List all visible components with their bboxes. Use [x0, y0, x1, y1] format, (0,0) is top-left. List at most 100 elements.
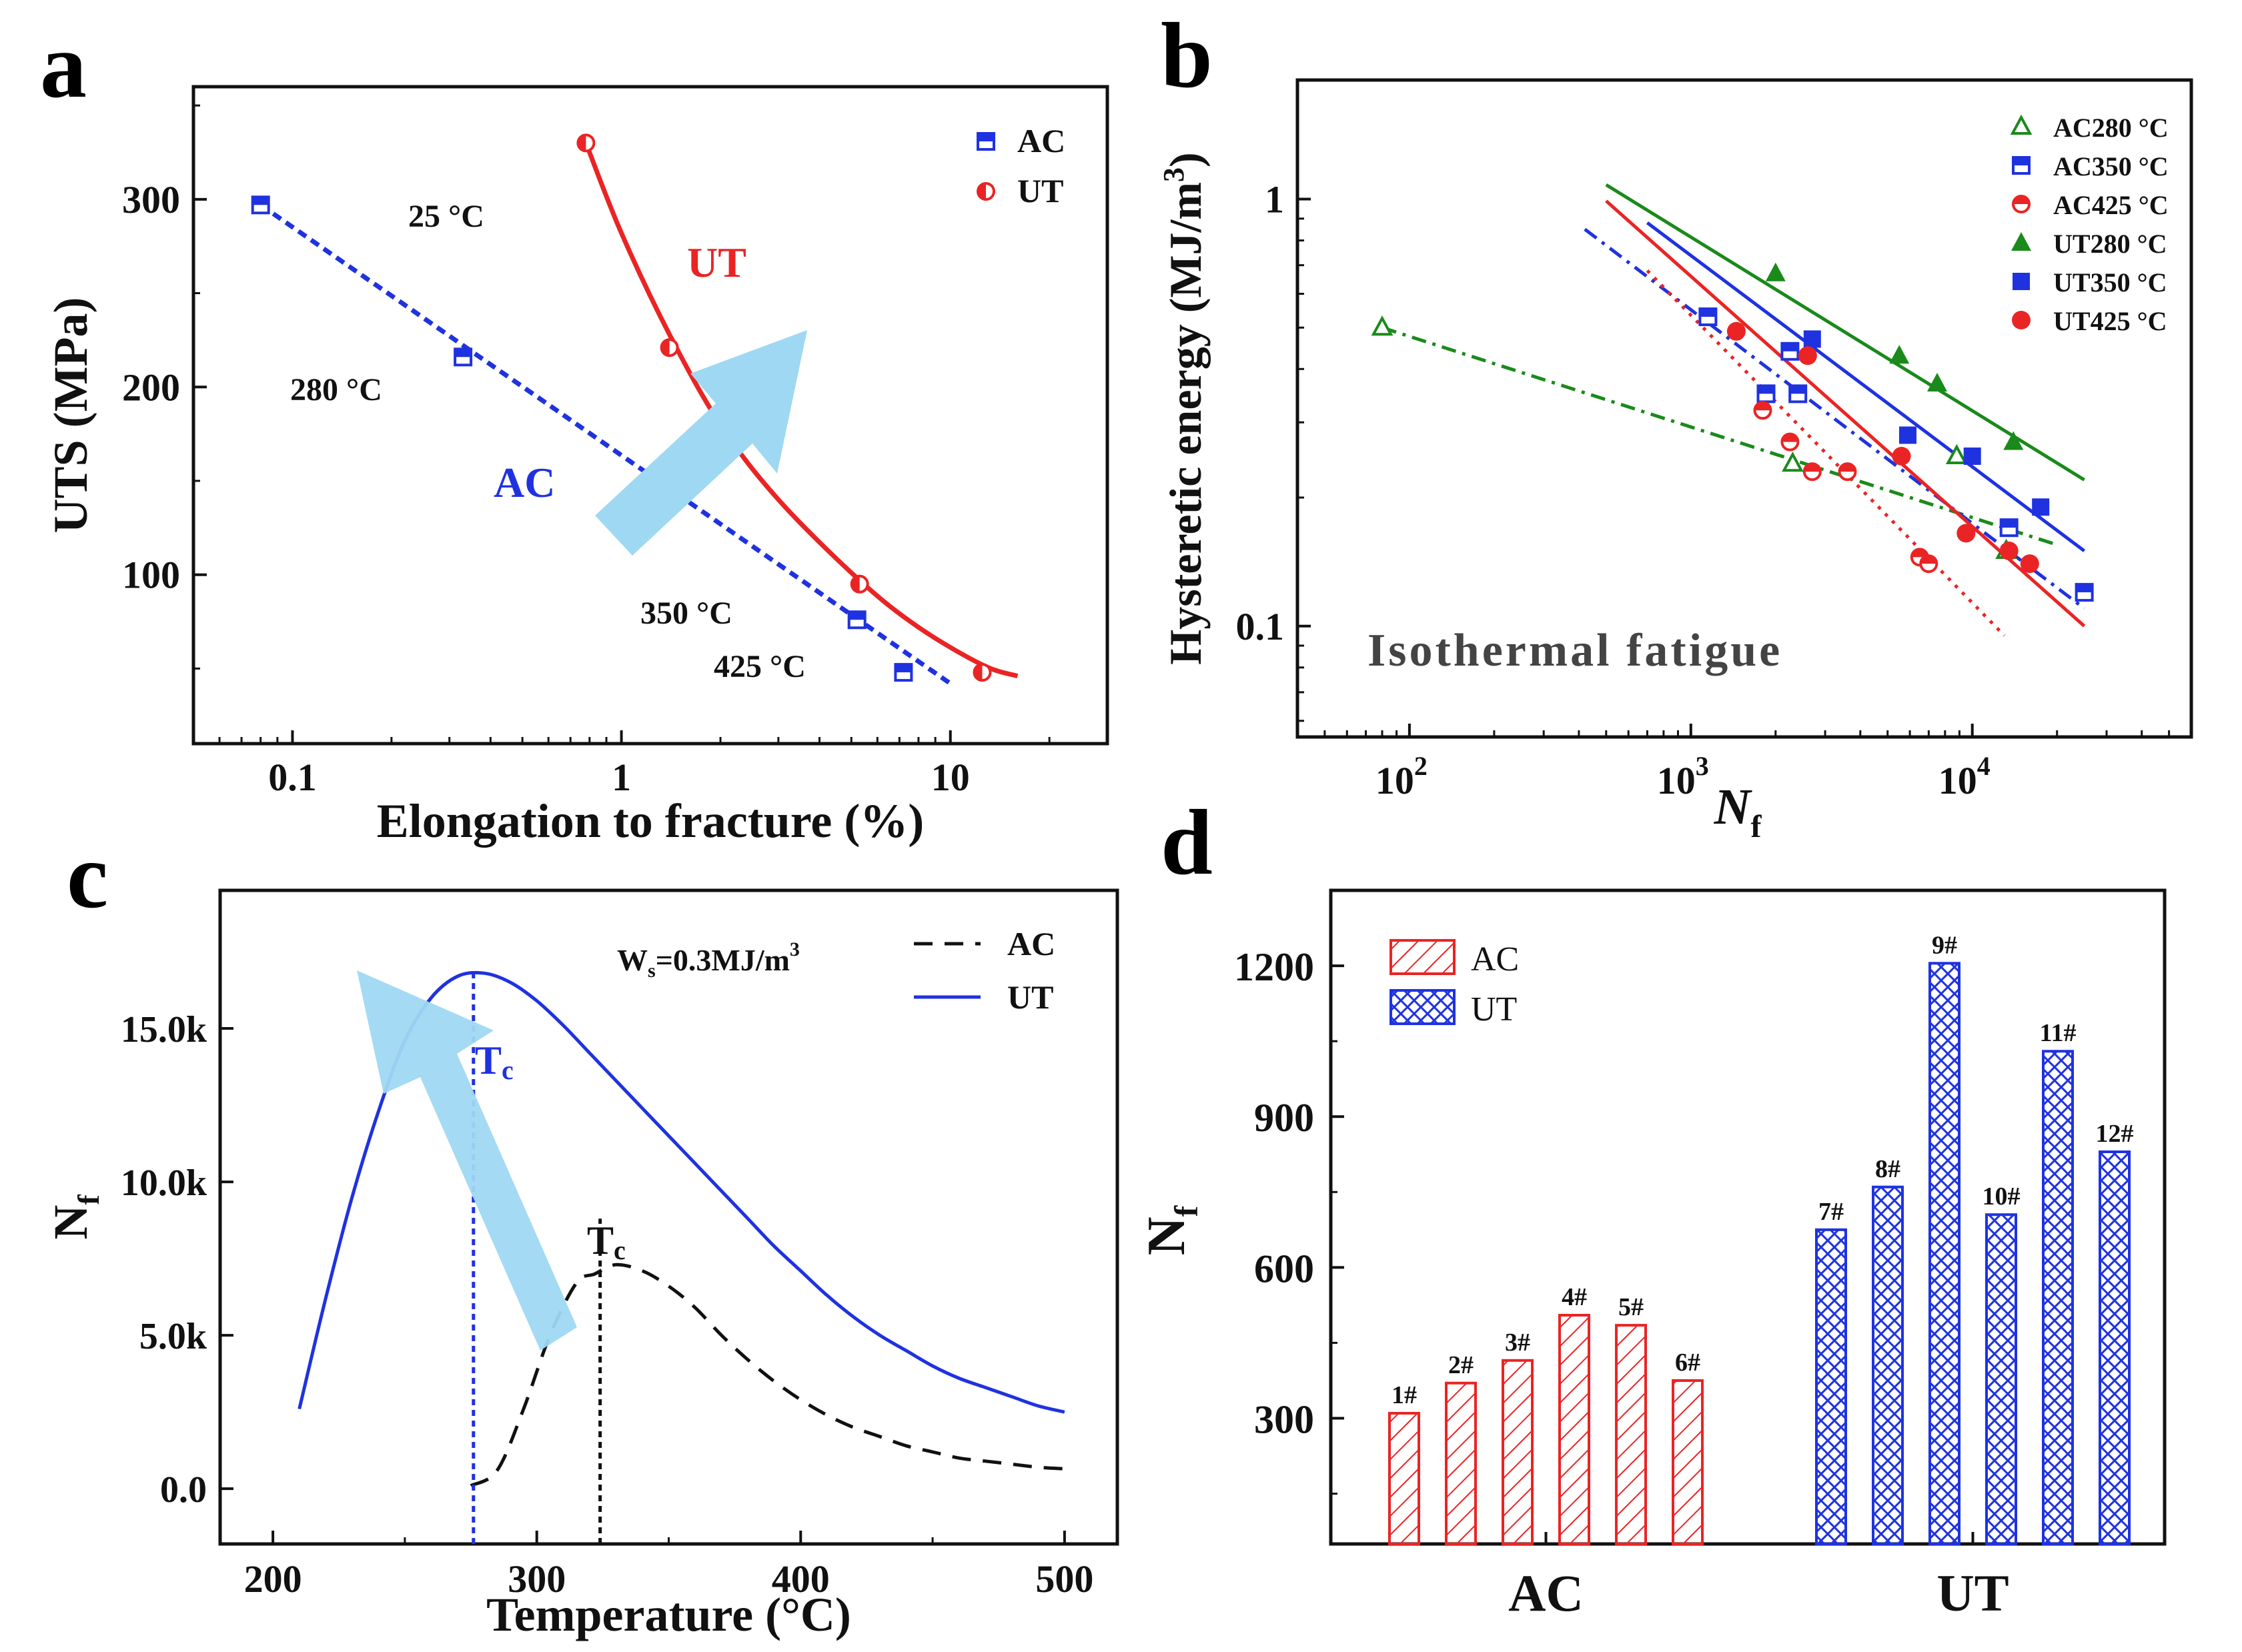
a-legend-label-ut: UT — [1017, 172, 1063, 209]
panel-a-chart: 0.1 1 10 100 200 300 Elongation to fracture (%… — [44, 85, 1109, 848]
d-bar-11# — [2042, 1050, 2074, 1545]
c-x-tick-label: 500 — [1035, 1557, 1093, 1601]
d-bar-label: 9# — [1932, 931, 1957, 959]
panel-b-legend: AC280 °C AC350 °C AC425 °C UT280 °C UT350 °C… — [2010, 113, 2169, 336]
b-legend-label-1: AC280 °C — [2053, 113, 2169, 143]
b-fit-line-5 — [1646, 221, 2086, 552]
d-bar-label: 6# — [1675, 1349, 1700, 1377]
d-bar-2# — [1445, 1381, 1477, 1546]
curve-label-ac: AC — [494, 459, 555, 506]
a-point-ut — [660, 338, 679, 357]
d-group-label-ac: AC — [1508, 1564, 1584, 1622]
b-point-5 — [2032, 498, 2050, 516]
d-bar-label: 1# — [1391, 1381, 1417, 1409]
b-point-4 — [1889, 345, 1910, 364]
b-point-2 — [1999, 518, 2019, 538]
panel-b-frame — [1295, 78, 2193, 739]
a-x-tick-label: 1 — [612, 756, 631, 799]
d-bar-label: 5# — [1618, 1293, 1644, 1321]
d-bar-1# — [1388, 1412, 1420, 1545]
b-point-6 — [1892, 447, 1911, 466]
a-legend-marker-ac — [977, 132, 995, 151]
b-legend-marker-4 — [2011, 232, 2031, 251]
d-legend-label-ac: AC — [1471, 940, 1519, 978]
b-legend-marker-1 — [2010, 114, 2033, 135]
panel-letter-a: a — [40, 14, 87, 117]
d-bar-label: 4# — [1562, 1283, 1587, 1311]
d-bar-label: 3# — [1505, 1329, 1530, 1357]
d-bar-7# — [1815, 1228, 1847, 1546]
annotation-25c: 25 °C — [408, 199, 484, 234]
ws-annotation: Ws=0.3MJ/m3 — [617, 938, 800, 982]
b-legend-label-6: UT425 °C — [2053, 306, 2167, 336]
b-x-tick-label: 102 — [1375, 751, 1428, 802]
b-point-4 — [1927, 373, 1947, 391]
b-legend-label-5: UT350 °C — [2053, 267, 2167, 297]
a-y-tick-label: 300 — [122, 178, 180, 221]
b-point-6 — [1956, 524, 1976, 543]
panel-c-legend: AC UT — [914, 925, 1055, 1016]
b-fit-line-1 — [1381, 325, 2058, 547]
d-bar-4# — [1558, 1314, 1590, 1545]
b-y-tick-label: 0.1 — [1236, 605, 1285, 648]
b-y-axis-label: Hysteretic energy (MJ/m3) — [1157, 152, 1211, 664]
c-y-tick-label: 5.0k — [139, 1316, 207, 1357]
d-legend-swatch-ac — [1389, 939, 1456, 975]
d-bar-label: 10# — [1983, 1182, 2021, 1210]
b-point-6 — [1726, 321, 1746, 341]
d-group-label-ut: UT — [1936, 1564, 2009, 1622]
c-y-axis-label: Nf — [44, 1194, 105, 1240]
panel-d-legend: AC UT — [1389, 939, 1519, 1028]
b-point-2 — [2075, 583, 2094, 602]
d-bar-8# — [1872, 1185, 1904, 1546]
b-legend-label-4: UT280 °C — [2053, 229, 2167, 259]
b-fit-line-6 — [1605, 199, 2086, 628]
panel-a-frame — [191, 85, 1109, 746]
annotation-isothermal-fatigue: Isothermal fatigue — [1367, 625, 1782, 676]
panel-c-trend-arrow — [357, 970, 577, 1351]
tc-label-ut: Tc — [475, 1038, 514, 1085]
a-point-ut — [850, 574, 869, 594]
a-y-axis-label: UTS (MPa) — [44, 297, 97, 534]
c-x-tick-label: 400 — [772, 1557, 830, 1601]
c-y-tick-label: 15.0k — [121, 1009, 207, 1050]
d-bar-10# — [1985, 1213, 2017, 1545]
curve-label-ut: UT — [687, 239, 746, 286]
c-legend-label-ut: UT — [1007, 978, 1053, 1016]
b-legend-label-2: AC350 °C — [2053, 151, 2169, 181]
c-y-tick-label: 0.0 — [160, 1469, 207, 1511]
b-point-1 — [1371, 315, 1393, 336]
b-point-2 — [1698, 307, 1718, 326]
b-x-tick-label: 103 — [1657, 751, 1709, 802]
d-bar-label: 8# — [1875, 1155, 1900, 1183]
d-y-axis-label: Nf — [1137, 1204, 1205, 1255]
a-y-tick-label: 100 — [122, 554, 180, 597]
panel-letter-c: c — [67, 824, 108, 928]
b-point-1 — [1782, 452, 1804, 472]
a-point-ac — [454, 347, 473, 367]
panel-c-chart: 200 300 400 500 0.0 5.0k 10.0k 15.0k Temperature… — [44, 888, 1119, 1641]
b-point-1 — [1945, 444, 1968, 464]
d-bar-9# — [1928, 962, 1960, 1546]
c-x-tick-label: 200 — [244, 1557, 302, 1601]
b-point-3 — [1919, 554, 1938, 574]
a-y-tick-label: 200 — [122, 365, 180, 409]
b-legend-marker-3 — [2012, 195, 2031, 213]
d-bar-3# — [1502, 1359, 1534, 1546]
b-legend-marker-6 — [2012, 311, 2031, 329]
a-point-ac — [894, 663, 913, 682]
d-bar-12# — [2099, 1150, 2131, 1545]
c-y-tick-label: 10.0k — [121, 1162, 207, 1204]
b-point-4 — [2003, 431, 2024, 450]
b-point-2 — [1780, 341, 1800, 361]
d-y-tick-label: 1200 — [1234, 945, 1314, 989]
b-point-3 — [1780, 432, 1800, 452]
panel-letter-b: b — [1161, 4, 1213, 107]
b-point-6 — [1999, 542, 2019, 560]
panel-d-chart: 1# 2# 3# 4# 5# 6# 7# 8# 9# 10# 11# 12# 300 600 900 120… — [1137, 888, 2167, 1622]
b-point-3 — [1838, 462, 1857, 482]
panel-d-frame — [1329, 888, 2167, 1546]
b-x-tick-label: 104 — [1938, 751, 1991, 802]
b-point-4 — [1765, 262, 1786, 281]
b-point-6 — [2020, 554, 2039, 574]
